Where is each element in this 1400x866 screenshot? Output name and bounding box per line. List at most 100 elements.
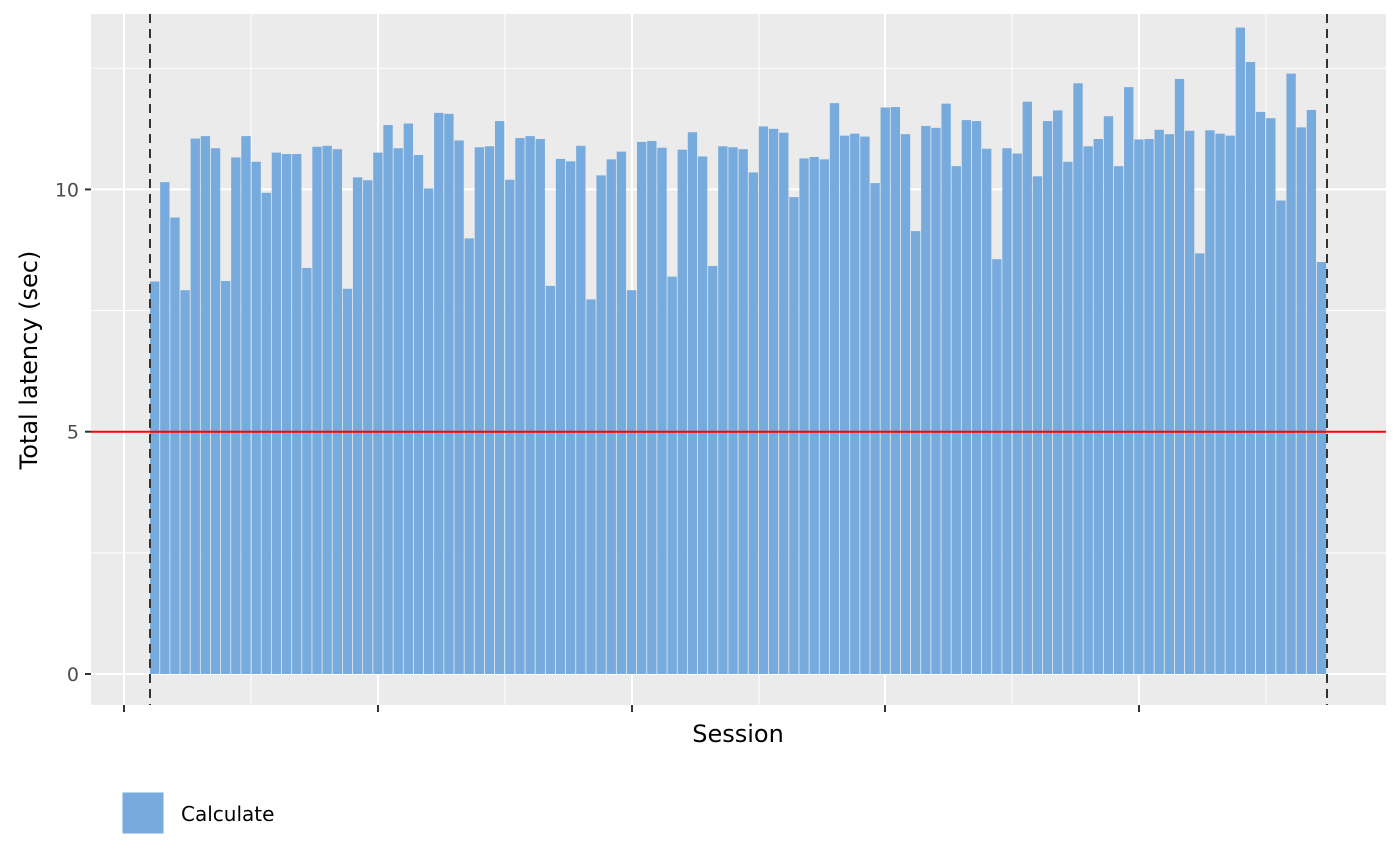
bar (626, 290, 637, 674)
bar (494, 121, 505, 674)
bar (576, 145, 586, 674)
bar (352, 177, 363, 674)
bar (1063, 161, 1073, 674)
bar (312, 146, 322, 674)
bar (363, 180, 373, 674)
bar (1002, 148, 1012, 674)
bar (667, 276, 677, 674)
bar (982, 148, 992, 674)
legend-swatch-calculate (121, 791, 165, 835)
bar (535, 139, 545, 674)
bar (1296, 127, 1306, 674)
bar (677, 149, 687, 674)
bar (261, 192, 271, 674)
bar (708, 265, 718, 674)
bar (302, 267, 312, 674)
bar (1245, 61, 1256, 674)
bar (758, 126, 769, 674)
bar (961, 120, 972, 674)
bar (748, 172, 758, 674)
legend-label-calculate: Calculate (181, 802, 274, 826)
bar (829, 103, 840, 674)
x-axis-title: Session (692, 720, 784, 748)
bar (1276, 200, 1286, 674)
bar (718, 146, 728, 674)
axis-layer: 0 5 10 (55, 179, 1140, 712)
bar (779, 132, 789, 674)
bar (525, 136, 535, 674)
bar (170, 217, 180, 674)
bar (616, 151, 627, 674)
bars-layer (150, 27, 1327, 674)
bar (738, 149, 748, 674)
bar (1184, 130, 1195, 674)
bar (586, 299, 596, 674)
bar (839, 135, 850, 674)
bar (484, 146, 495, 674)
bar (596, 175, 606, 674)
bar (160, 182, 170, 674)
bar (1083, 146, 1093, 674)
bar (941, 103, 951, 674)
bar (768, 128, 779, 674)
bar (910, 231, 921, 674)
bar (1154, 129, 1164, 674)
bar (951, 166, 961, 674)
bar (190, 138, 200, 674)
bar (1195, 253, 1205, 674)
bar (606, 159, 616, 674)
bar (1022, 101, 1032, 674)
bar (819, 159, 830, 674)
bar (434, 112, 444, 674)
bar (241, 136, 251, 674)
bar (332, 149, 342, 674)
bar (850, 133, 860, 674)
bar (1235, 27, 1246, 674)
bar (1306, 109, 1317, 674)
bar (971, 121, 982, 674)
bar (697, 156, 708, 674)
bar (657, 147, 667, 674)
bar (900, 134, 911, 674)
bar (1053, 110, 1063, 674)
legend: Calculate (121, 791, 274, 835)
bar (555, 158, 566, 674)
y-tick-label: 10 (55, 179, 79, 201)
y-tick-label: 0 (67, 664, 79, 686)
bar (505, 179, 515, 674)
bar (403, 123, 414, 674)
bar (1266, 118, 1276, 674)
bar (150, 281, 160, 674)
bar (1316, 262, 1327, 674)
bar (566, 161, 576, 674)
bar (1032, 176, 1043, 674)
bar (342, 288, 353, 674)
bar (809, 156, 819, 674)
bar (1113, 166, 1124, 674)
bar (789, 197, 799, 674)
bar (1073, 83, 1083, 674)
bar (870, 183, 880, 674)
bar (231, 157, 241, 674)
bar (454, 140, 464, 674)
bar (251, 161, 261, 674)
bar (1042, 121, 1053, 674)
bar (444, 113, 454, 674)
bar (1134, 139, 1144, 674)
bar (292, 154, 302, 674)
bar (1124, 87, 1134, 674)
bar (1144, 139, 1154, 674)
bar (515, 138, 525, 674)
bar (1215, 133, 1225, 674)
bar (1225, 135, 1235, 674)
bar (992, 259, 1002, 674)
bar (799, 158, 809, 674)
bar (931, 127, 941, 674)
bar (728, 147, 738, 674)
bar (373, 152, 383, 674)
bar (880, 107, 890, 674)
bar (687, 132, 698, 674)
bar (1255, 111, 1266, 674)
y-axis-title: Total latency (sec) (15, 251, 43, 471)
